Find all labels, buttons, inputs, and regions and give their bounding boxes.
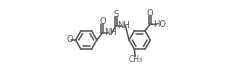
Text: NH: NH [117, 21, 130, 30]
Text: NH: NH [104, 28, 117, 37]
Text: O: O [66, 35, 73, 44]
Text: S: S [113, 10, 118, 19]
Text: O: O [147, 9, 153, 18]
Text: CH₃: CH₃ [129, 54, 143, 64]
Text: HO: HO [153, 20, 166, 29]
Text: O: O [99, 17, 106, 26]
